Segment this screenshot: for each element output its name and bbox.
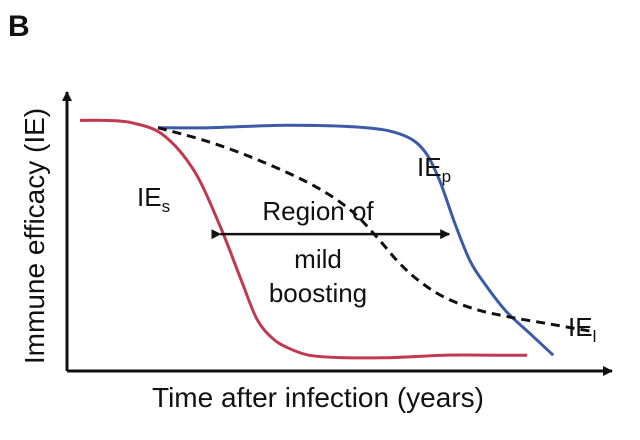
series-layer	[79, 118, 590, 360]
y-axis-title: Immune efficacy (IE)	[19, 108, 50, 364]
series-label-iel: IEl	[568, 312, 596, 346]
panel-label: B	[8, 10, 30, 43]
series-line-iel	[157, 126, 590, 333]
series-line-ies	[79, 118, 528, 360]
region-label-line1: Region of	[262, 196, 374, 226]
region-label-line2: mild	[294, 244, 342, 274]
x-axis-title: Time after infection (years)	[152, 382, 484, 413]
series-label-iep: IEp	[417, 152, 451, 186]
series-label-ies: IEs	[137, 182, 170, 216]
series-line-iep	[157, 123, 555, 357]
region-label-line3: boosting	[269, 278, 367, 308]
